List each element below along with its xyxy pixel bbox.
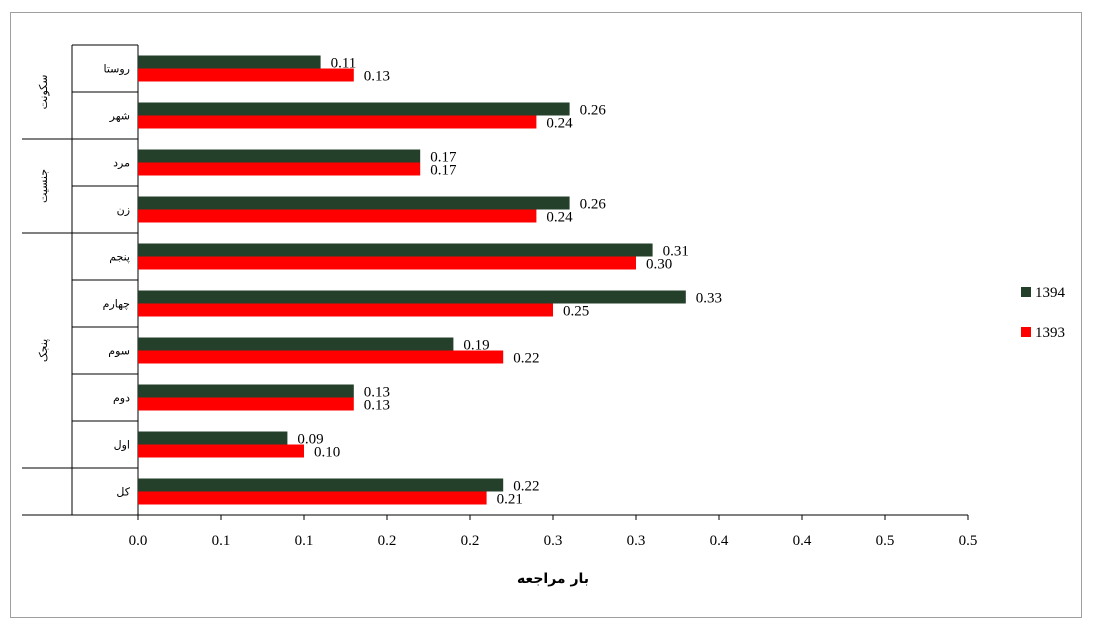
bar-1393: [138, 162, 421, 176]
category-label: چهارم: [103, 298, 130, 311]
bar-1393: [138, 350, 504, 364]
bar-1393: [138, 303, 553, 317]
data-label-1394: 0.13: [364, 385, 390, 401]
data-label-1393: 0.13: [364, 398, 390, 414]
data-label-1393: 0.30: [646, 257, 672, 273]
x-tick-label: 0.1: [212, 533, 231, 549]
data-label-1394: 0.22: [513, 479, 539, 495]
bar-1394: [138, 55, 321, 69]
data-label-1394: 0.26: [580, 197, 607, 213]
category-label: مرد: [113, 157, 130, 170]
category-label: شهر: [109, 110, 130, 123]
x-tick-label: 0.2: [461, 533, 480, 549]
bar-1394: [138, 149, 421, 163]
bar-1394: [138, 384, 354, 398]
x-tick-label: 0.5: [876, 533, 895, 549]
data-label-1394: 0.31: [663, 244, 689, 260]
category-label: زن: [117, 204, 130, 217]
category-label: اول: [114, 439, 130, 452]
group-label: جنسیت: [37, 169, 50, 203]
bar-1393: [138, 397, 354, 411]
category-label: سوم: [108, 345, 130, 358]
x-tick-label: 0.1: [295, 533, 314, 549]
bar-1394: [138, 196, 570, 210]
x-tick-label: 0.3: [627, 533, 646, 549]
x-tick-label: 0.0: [129, 533, 148, 549]
data-label-1394: 0.19: [463, 338, 489, 354]
bar-1394: [138, 337, 454, 351]
x-tick-label: 0.4: [793, 533, 812, 549]
bar-1394: [138, 478, 504, 492]
category-label: دوم: [113, 392, 130, 405]
data-label-1393: 0.24: [546, 210, 573, 226]
group-label: سکونت: [37, 75, 50, 110]
legend-swatch-1393: [1021, 327, 1031, 337]
bar-1393: [138, 256, 636, 270]
legend-label-1393: 1393: [1035, 325, 1065, 341]
category-label: روستا: [103, 63, 130, 76]
data-label-1394: 0.11: [331, 56, 357, 72]
data-label-1393: 0.17: [430, 163, 457, 179]
category-label: پنجم: [109, 251, 130, 264]
legend-swatch-1394: [1021, 287, 1031, 297]
data-label-1393: 0.22: [513, 351, 539, 367]
data-label-1394: 0.17: [430, 150, 457, 166]
data-label-1393: 0.24: [546, 116, 573, 132]
group-label: پنجک: [37, 339, 50, 362]
bar-1394: [138, 102, 570, 116]
data-label-1394: 0.33: [696, 291, 722, 307]
legend-label-1394: 1394: [1035, 285, 1066, 301]
bar-1393: [138, 444, 304, 458]
x-axis-title: بار مراجعه: [517, 571, 589, 587]
data-label-1393: 0.21: [497, 492, 523, 508]
data-label-1394: 0.09: [297, 432, 323, 448]
bar-1394: [138, 290, 686, 304]
data-label-1393: 0.13: [364, 69, 390, 85]
bar-1393: [138, 115, 537, 129]
bar-1393: [138, 209, 537, 223]
bar-1394: [138, 431, 288, 445]
x-tick-label: 0.3: [544, 533, 563, 549]
bar-1393: [138, 68, 354, 82]
data-label-1393: 0.25: [563, 304, 589, 320]
x-tick-label: 0.2: [378, 533, 397, 549]
category-label: کل: [116, 486, 130, 499]
data-label-1394: 0.26: [580, 103, 607, 119]
x-tick-label: 0.4: [710, 533, 729, 549]
x-tick-label: 0.5: [959, 533, 978, 549]
bar-1394: [138, 243, 653, 257]
data-label-1393: 0.10: [314, 445, 340, 461]
bar-1393: [138, 491, 487, 505]
